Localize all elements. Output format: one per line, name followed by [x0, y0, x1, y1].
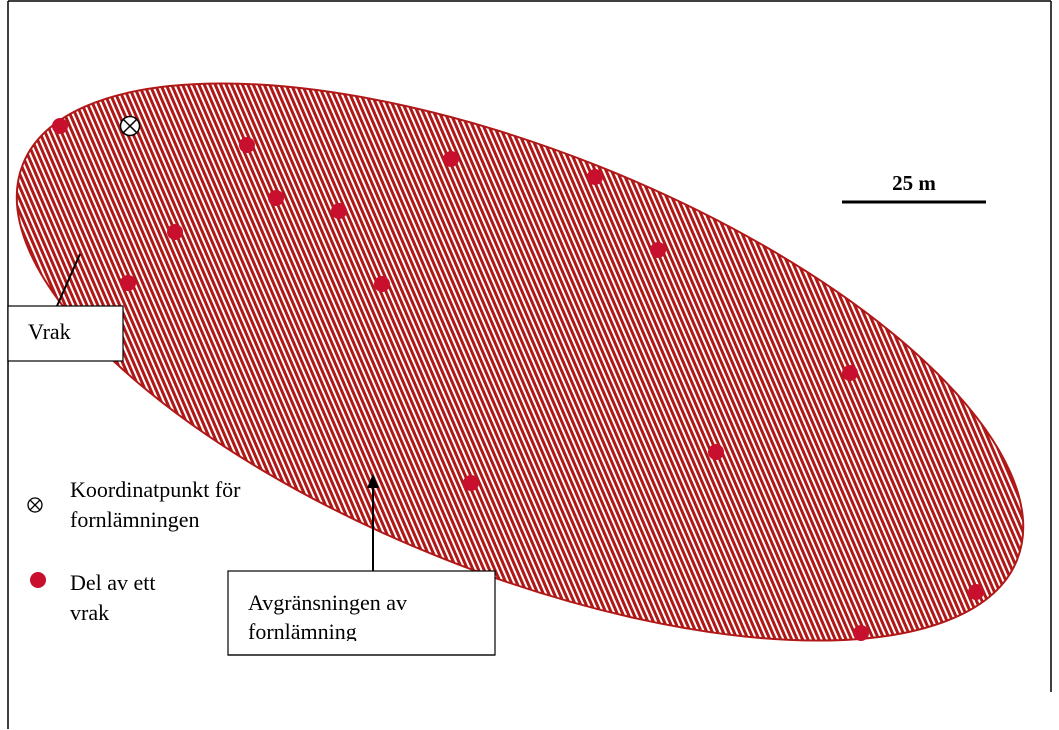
legend-coordinate-point-line2: fornlämningen [70, 507, 200, 532]
wreck-callout: Vrak [7, 253, 124, 362]
wreck-part-marker [331, 203, 347, 219]
wreck-part-marker [842, 365, 858, 381]
boundary-callout-line2: fornlämning [248, 619, 357, 644]
wreck-part-marker [463, 475, 479, 491]
wreck-part-marker [52, 118, 68, 134]
wreck-part-marker [120, 275, 136, 291]
legend-wreck-part-line1: Del av ett [70, 570, 156, 595]
wreck-part-marker [968, 584, 984, 600]
wreck-part-marker [853, 625, 869, 641]
wreck-part-marker [268, 190, 284, 206]
wreck-part-marker [374, 276, 390, 292]
wreck-part-marker [587, 169, 603, 185]
wreck-part-marker [239, 137, 255, 153]
boundary-callout-clip [229, 641, 494, 654]
wreck-callout-label: Vrak [28, 319, 71, 344]
wreck-callout-leader [56, 253, 81, 307]
coordinate-point-marker [119, 115, 141, 137]
scale-bar-label: 25 m [892, 171, 936, 195]
legend-wreck-part-line2: vrak [70, 600, 109, 625]
wreck-parts [52, 118, 984, 641]
red-dot-icon [30, 572, 46, 588]
wreck-part-marker [708, 444, 724, 460]
circled-x-icon [27, 497, 43, 513]
boundary-callout-line1: Avgränsningen av [248, 590, 407, 615]
boundary-callout: Avgränsningen av fornlämning [227, 474, 496, 656]
wreck-callout-box [7, 305, 124, 362]
legend: Koordinatpunkt för fornlämningen Del av … [27, 477, 241, 625]
boundary-callout-arrowhead [367, 474, 379, 488]
wreck-part-marker [167, 224, 183, 240]
scale-bar: 25 m [842, 171, 986, 204]
wreck-part-marker [650, 242, 666, 258]
wreck-part-marker [443, 151, 459, 167]
legend-coordinate-point-line1: Koordinatpunkt för [70, 477, 241, 502]
